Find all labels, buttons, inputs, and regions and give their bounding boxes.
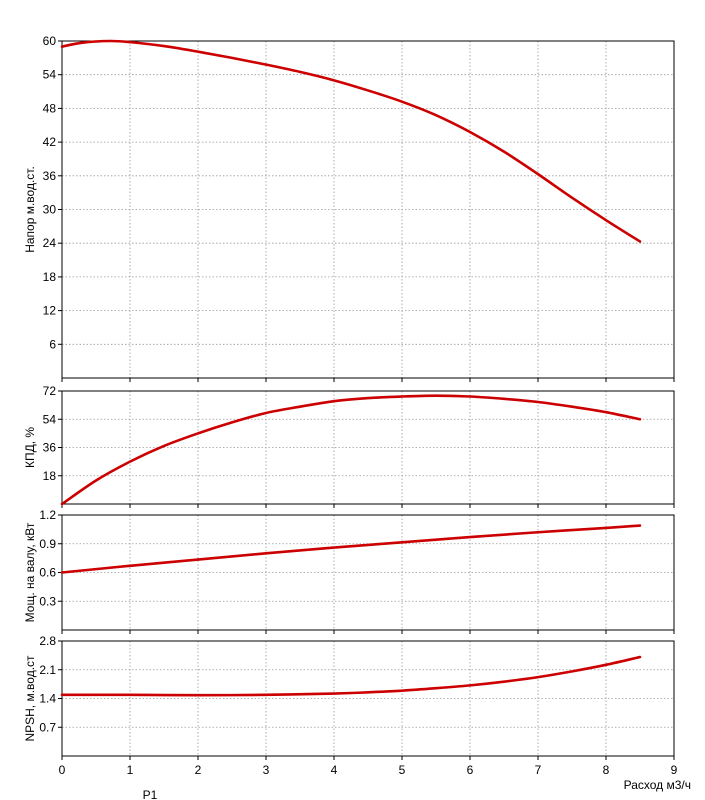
y-tick-label: 60 (43, 34, 57, 48)
y-tick-label: 12 (43, 304, 57, 318)
y-axis-label: Мощ. на валу, кВт (23, 522, 37, 622)
x-tick-label: 4 (331, 763, 338, 777)
x-axis-label: Расход м3/ч (624, 778, 691, 792)
y-tick-label: 18 (43, 469, 57, 483)
y-tick-label: 1.4 (39, 692, 56, 706)
y-tick-label: 0.9 (39, 537, 56, 551)
y-tick-label: 6 (49, 337, 56, 351)
y-tick-label: 1.2 (39, 508, 56, 522)
x-tick-label: 8 (603, 763, 610, 777)
y-axis-label: КПД, % (23, 427, 37, 468)
y-tick-label: 2.1 (39, 663, 56, 677)
y-tick-label: 0.7 (39, 720, 56, 734)
series-line (60, 655, 642, 697)
y-tick-label: 48 (43, 101, 57, 115)
x-tick-label: 7 (535, 763, 542, 777)
y-tick-label: 54 (43, 68, 57, 82)
series-line (60, 394, 642, 506)
panel-frame (61, 640, 675, 757)
y-tick-label: 54 (43, 412, 57, 426)
y-axis-label: NPSH, м.вод.ст (23, 655, 37, 742)
x-tick-label: 3 (263, 763, 270, 777)
y-tick-label: 30 (43, 203, 57, 217)
y-tick-label: 72 (43, 384, 57, 398)
x-tick-label: 6 (467, 763, 474, 777)
x-tick-label: 9 (671, 763, 678, 777)
x-tick-label: 2 (195, 763, 202, 777)
panel-frame (61, 390, 675, 505)
footer-label: P1 (143, 788, 158, 800)
series-line (60, 524, 642, 574)
y-tick-label: 36 (43, 169, 57, 183)
panel-frame (61, 40, 675, 379)
y-tick-label: 2.8 (39, 634, 56, 648)
y-axis-label: Напор м.вод.ст. (23, 166, 37, 253)
x-tick-label: 1 (127, 763, 134, 777)
y-tick-label: 18 (43, 270, 57, 284)
y-tick-label: 36 (43, 441, 57, 455)
y-tick-label: 42 (43, 135, 57, 149)
y-tick-label: 0.6 (39, 566, 56, 580)
x-tick-label: 0 (59, 763, 66, 777)
y-tick-label: 24 (43, 236, 57, 250)
x-tick-label: 5 (399, 763, 406, 777)
y-tick-label: 0.3 (39, 594, 56, 608)
series-line (60, 39, 642, 243)
